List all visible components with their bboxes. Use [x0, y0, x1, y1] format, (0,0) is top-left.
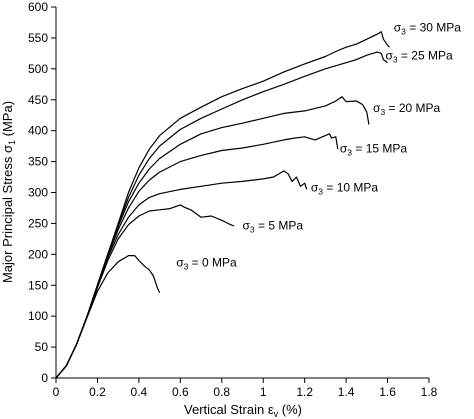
x-tick-label: 1: [260, 385, 267, 399]
y-tick-label: 600: [28, 0, 48, 14]
y-tick-label: 150: [28, 278, 48, 292]
y-tick-label: 300: [28, 186, 48, 200]
series-line: [55, 255, 161, 379]
axes: 0 0.2 0.4 0.6 0.8 1 1.2 1.4 1.6 1.8 0 50 100 150 200 25…: [28, 0, 438, 399]
series-label: σ3 = 0 MPa: [176, 256, 237, 272]
series-line: [55, 96, 370, 379]
series-line: [55, 31, 391, 379]
series-label: σ3 = 30 MPa: [394, 21, 461, 37]
y-tick-label: 0: [41, 371, 48, 385]
series-label: σ3 = 5 MPa: [243, 219, 304, 235]
y-tick-label: 450: [28, 93, 48, 107]
x-tick-label: 0.8: [213, 385, 230, 399]
series-label: σ3 = 20 MPa: [373, 101, 440, 117]
x-tick-label: 1.8: [421, 385, 438, 399]
x-tick-label: 0.6: [172, 385, 189, 399]
series-labels: σ3 = 30 MPa σ3 = 25 MPa σ3 = 20 MPa σ3 = 15…: [176, 21, 461, 272]
x-tick-label: 0: [53, 385, 60, 399]
series-line: [55, 170, 308, 379]
x-tick-label: 0.2: [89, 385, 106, 399]
y-tick-label: 550: [28, 31, 48, 45]
series-line: [55, 204, 235, 379]
series-label: σ3 = 25 MPa: [385, 49, 452, 65]
x-axis-title: Vertical Strain εv (%): [184, 402, 302, 419]
y-tick-label: 500: [28, 62, 48, 76]
series-label: σ3 = 10 MPa: [311, 180, 378, 196]
y-axis-title: Major Principal Stress σ1 (MPa): [0, 101, 17, 283]
x-tick-label: 1.6: [379, 385, 396, 399]
y-tick-label: 50: [35, 340, 49, 354]
x-tick-label: 1.2: [296, 385, 313, 399]
y-tick-label: 200: [28, 247, 48, 261]
x-tick-label: 0.4: [131, 385, 148, 399]
y-tick-label: 350: [28, 155, 48, 169]
x-tick-label: 1.4: [338, 385, 355, 399]
y-tick-label: 250: [28, 216, 48, 230]
series-label: σ3 = 15 MPa: [340, 141, 407, 157]
y-tick-label: 100: [28, 309, 48, 323]
y-tick-label: 400: [28, 124, 48, 138]
series-line: [55, 51, 388, 379]
series-lines: [55, 31, 391, 379]
